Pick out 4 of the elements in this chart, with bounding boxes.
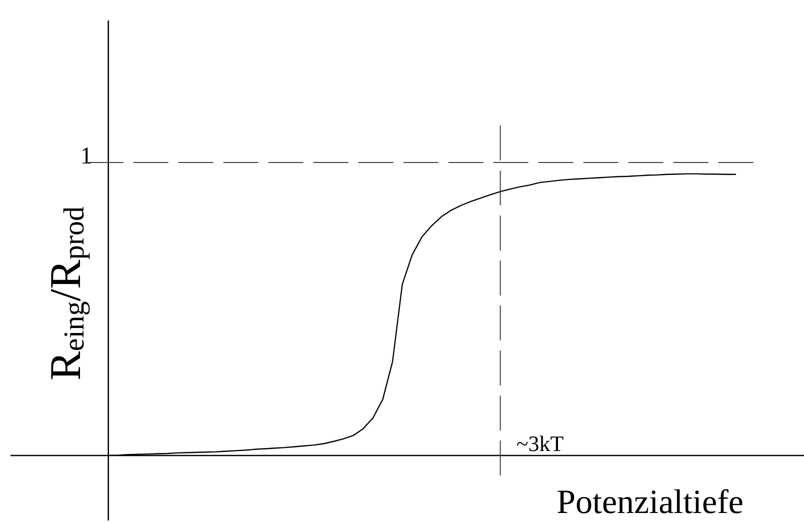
- ref-line-label: 1: [80, 144, 92, 170]
- x-axis-title: Potenzialtiefe: [556, 484, 744, 521]
- annotation: ~3kT: [516, 430, 564, 456]
- y-axis-title: Reing/Rprod: [41, 206, 90, 380]
